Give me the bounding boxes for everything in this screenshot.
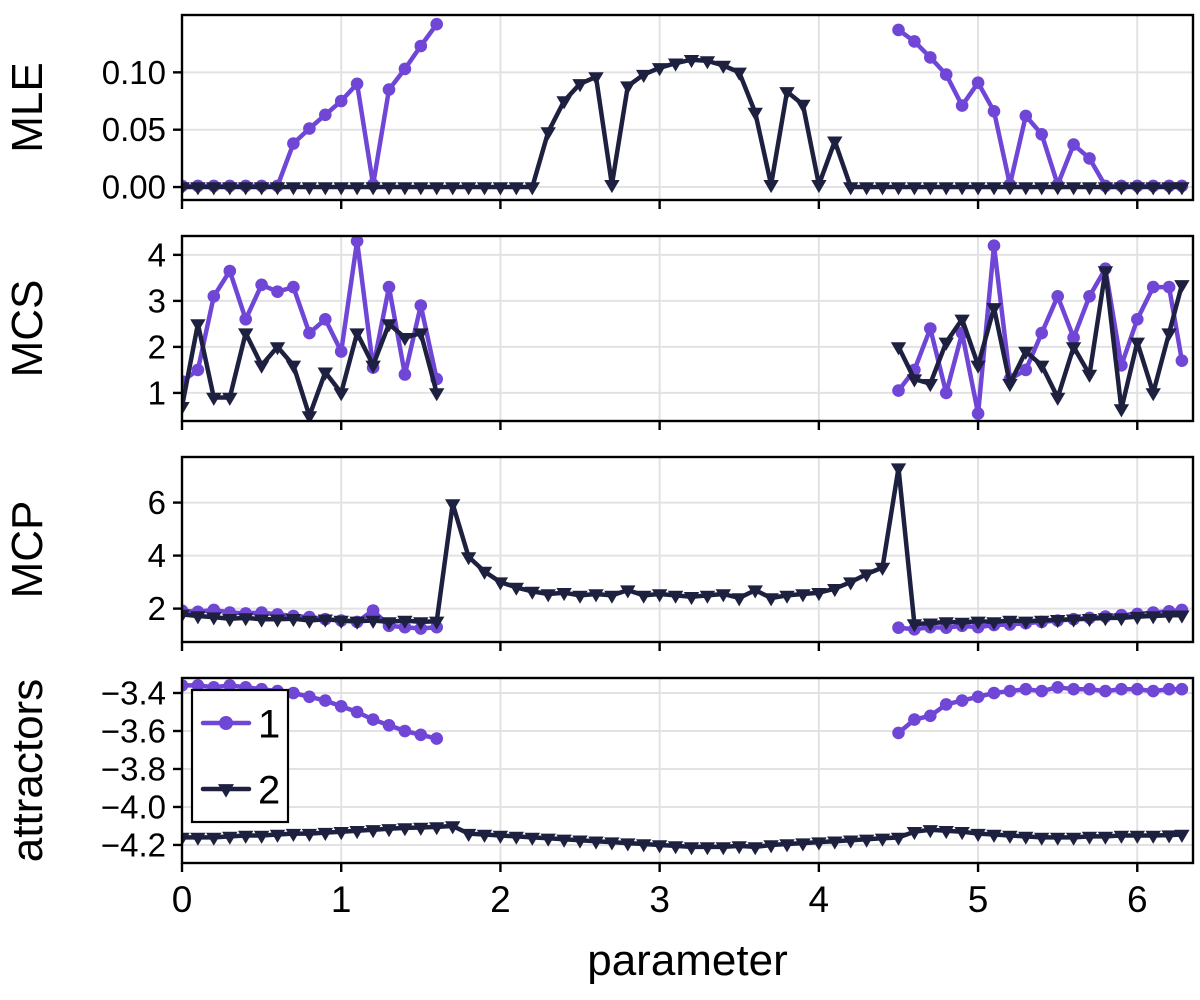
series-2-mcp-triangles [181,463,1190,633]
panel-attractors: −3.4−3.6−3.8−4.0−4.2 attractors [3,675,1195,872]
panel-mle: 0.00 0.05 0.10 MLE [3,13,1195,209]
panel-frame-attractors [180,676,1195,865]
x-tick-label: 3 [649,879,670,920]
panel-frame-mcp [180,455,1195,644]
y-tick-label-mle: 0.00 [102,169,166,206]
x-tick-label: 4 [809,879,830,920]
panel-mcp: 2 4 6 MCP [3,455,1195,651]
ylabel-attractors: attractors [3,679,52,862]
x-tick-label: 1 [331,879,352,920]
legend-circle-marker-icon [219,716,233,730]
y-tick-label-mcs: 4 [148,236,166,273]
y-tick-label-mcs: 1 [148,374,166,411]
series-2-mle-triangles [181,55,1190,196]
ylabel-mcs: MCS [3,280,52,378]
legend: 12 [190,688,290,824]
y-tick-label-mcs: 2 [148,328,166,365]
y-tick-label-attractors: −4.2 [101,827,166,864]
legend-triangle-marker-icon [218,784,234,798]
xlabel: parameter [587,936,788,985]
legend-box [190,688,290,824]
panel-frame-mle [180,13,1195,202]
grid-mcp [181,457,1193,642]
legend-label-2: 2 [258,768,280,812]
legend-entry-2: 2 [200,768,280,812]
y-tick-label-mle: 0.05 [102,111,166,148]
legend-label-1: 1 [258,702,280,746]
y-tick-label-mcs: 3 [148,282,166,319]
series-2-attractors-triangles [181,821,1190,856]
y-tick-label-mcp: 6 [148,484,166,521]
x-tick-label: 2 [490,879,511,920]
series-1-attractors-circles [181,679,1189,745]
x-tick-label: 0 [172,879,193,920]
y-tick-label-attractors: −3.4 [101,675,166,712]
x-tick-label: 5 [968,879,989,920]
panel-frame-mcs [180,234,1195,423]
series-1-mle-circles [181,17,1189,193]
y-tick-label-attractors: −3.6 [101,713,166,750]
y-tick-label-attractors: −4.0 [101,789,166,826]
y-tick-label-mcp: 2 [148,590,166,627]
legend-entry-1: 1 [200,702,280,746]
series-1-mcs-circles [181,235,1189,420]
ylabel-mle: MLE [3,62,52,152]
x-tick-label: 6 [1127,879,1148,920]
y-tick-label-mcp: 4 [148,537,166,574]
ylabel-mcp: MCP [3,501,52,599]
y-tick-label-mle: 0.10 [102,54,166,91]
panel-mcs: 1 2 3 4 MCS [3,234,1195,430]
y-tick-label-attractors: −3.8 [101,751,166,788]
series-2-mcs-triangles [181,266,1190,422]
